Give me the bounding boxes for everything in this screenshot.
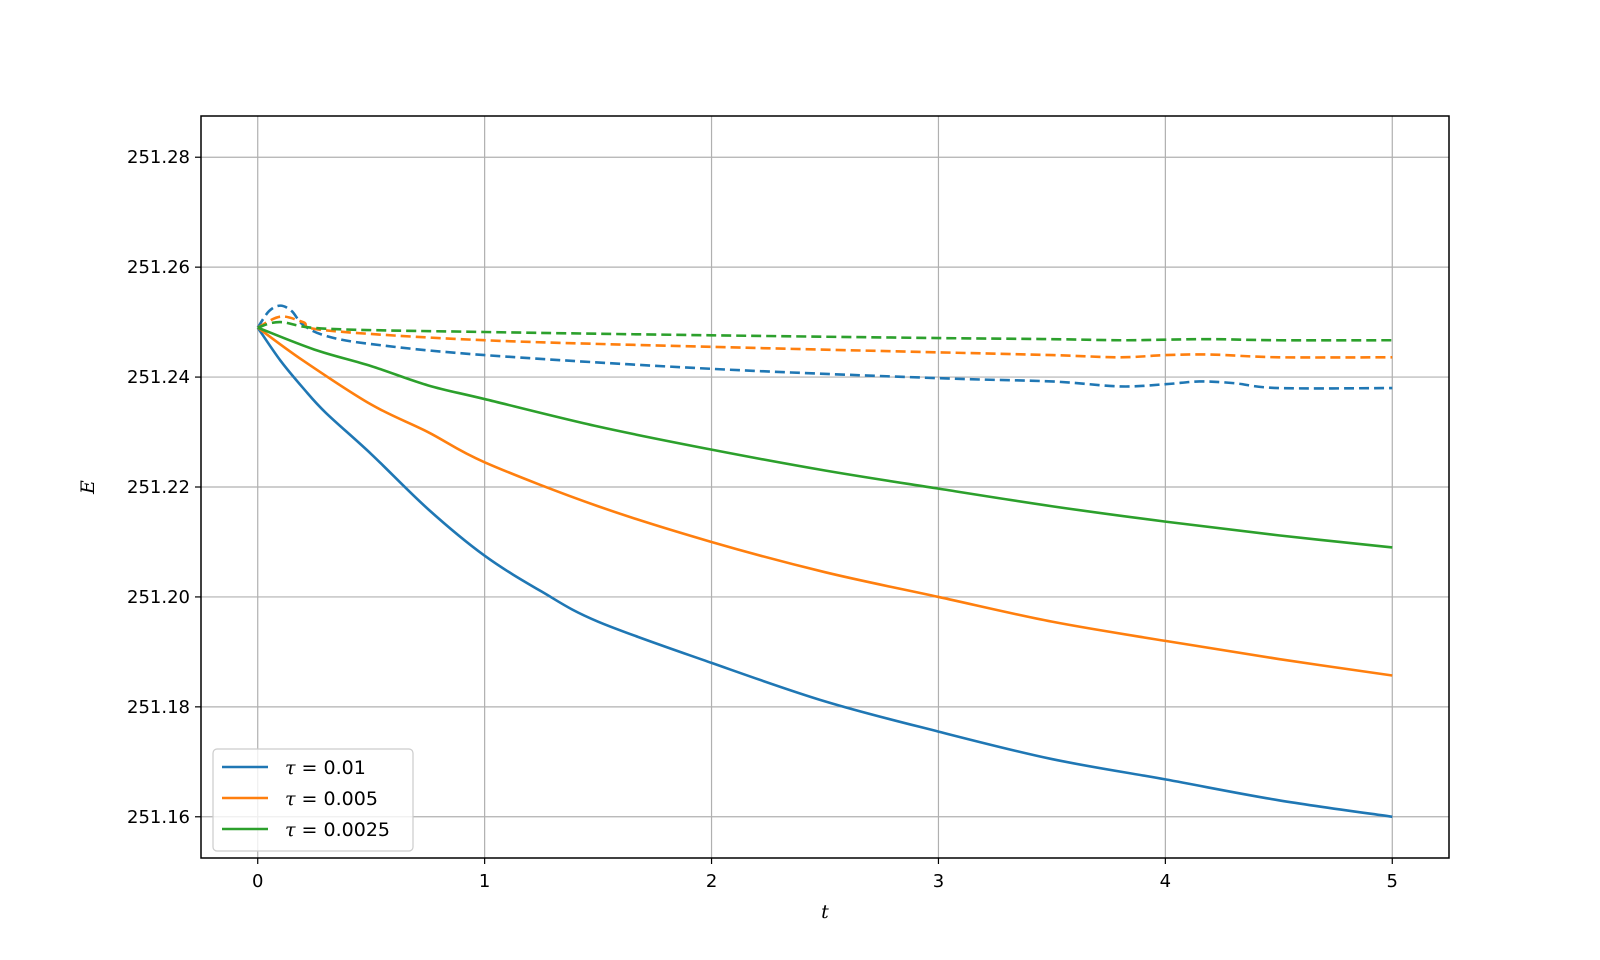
x-tick-label: 5 — [1387, 871, 1398, 892]
x-axis-label: t — [821, 901, 829, 923]
legend-label: τ = 0.01 — [285, 757, 366, 779]
legend-value: = 0.0025 — [296, 819, 390, 841]
legend-symbol: τ — [285, 788, 296, 810]
y-tick-label: 251.16 — [127, 807, 190, 828]
legend-box — [212, 748, 414, 852]
y-tick-label: 251.24 — [127, 367, 190, 388]
legend-symbol: τ — [285, 819, 296, 841]
x-tick-label: 4 — [1160, 871, 1171, 892]
x-tick-label: 0 — [252, 871, 263, 892]
y-tick-label: 251.20 — [127, 587, 190, 608]
y-axis-label: E — [77, 480, 99, 495]
y-tick-label: 251.22 — [127, 477, 190, 498]
series-line-0 — [256, 326, 1393, 819]
legend-value: = 0.005 — [296, 788, 378, 810]
x-tick-label: 1 — [479, 871, 490, 892]
series-group — [256, 304, 1393, 819]
legend-label: τ = 0.005 — [285, 788, 378, 810]
ticks-group: 0 1 2 3 4 5 251.16 251.18 251.20 251.22 251.24 251.… — [127, 147, 1398, 892]
y-tick-label: 251.26 — [127, 257, 190, 278]
legend-value: = 0.01 — [296, 757, 366, 779]
series-line-5 — [257, 320, 1393, 342]
y-tick-label: 251.28 — [127, 147, 190, 168]
legend-symbol: τ — [285, 757, 296, 779]
x-tick-label: 2 — [706, 871, 717, 892]
x-tick-label: 3 — [933, 871, 944, 892]
grid — [201, 116, 1449, 858]
series-line-3 — [256, 304, 1393, 390]
series-line-2 — [257, 326, 1393, 549]
legend-label: τ = 0.0025 — [285, 819, 390, 841]
series-line-1 — [256, 326, 1393, 677]
y-tick-label: 251.18 — [127, 697, 190, 718]
